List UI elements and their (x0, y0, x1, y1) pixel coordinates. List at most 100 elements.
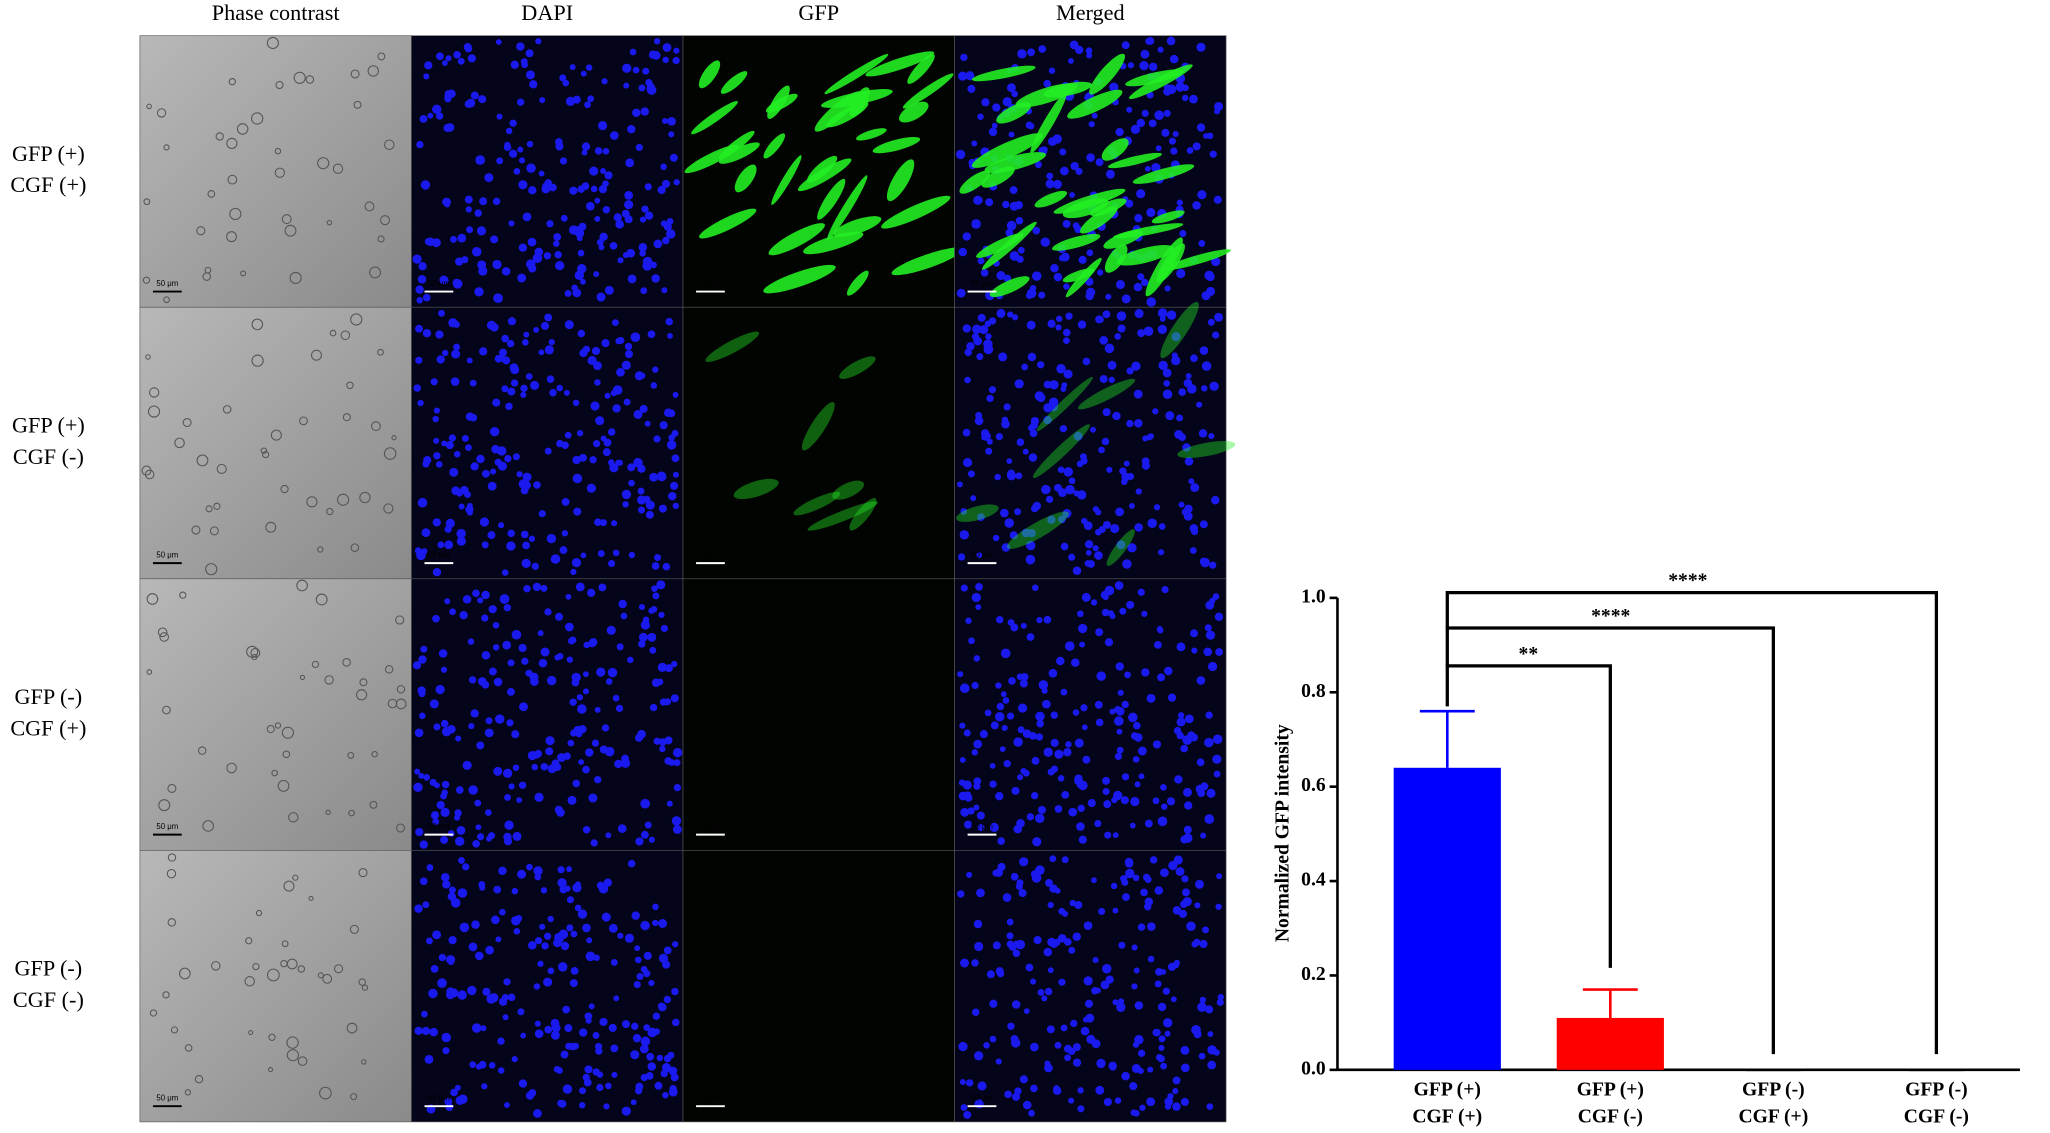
nucleus (637, 495, 647, 505)
nucleus (1009, 186, 1018, 194)
nucleus (534, 1020, 541, 1027)
significance-bracket (1445, 591, 1939, 1055)
nucleus (1120, 796, 1129, 805)
nucleus (624, 215, 633, 224)
nucleus (557, 878, 567, 888)
nucleus (516, 797, 523, 804)
nucleus (577, 329, 586, 338)
nucleus (487, 481, 497, 491)
nucleus (672, 56, 680, 65)
nucleus (441, 1032, 451, 1043)
nucleus (497, 1037, 505, 1045)
nucleus (562, 1084, 573, 1094)
nucleus (964, 794, 973, 802)
nucleus (1152, 797, 1160, 805)
gfp-cell (898, 101, 929, 123)
nucleus (572, 455, 581, 465)
nucleus (1202, 926, 1210, 934)
nucleus (1146, 297, 1157, 307)
nucleus (638, 84, 646, 92)
gfp-cell (817, 178, 846, 220)
nucleus (1157, 1002, 1167, 1012)
nucleus (658, 611, 665, 619)
nucleus (549, 389, 557, 397)
nucleus (1181, 94, 1189, 102)
cell-outline (205, 563, 218, 576)
nucleus (977, 313, 986, 322)
nucleus (1090, 426, 1096, 433)
nucleus (988, 317, 997, 325)
nucleus (971, 959, 979, 967)
cell-outline (213, 502, 221, 510)
nucleus (627, 656, 634, 664)
nucleus (1015, 472, 1023, 480)
nucleus (1104, 638, 1114, 647)
nucleus (1062, 509, 1072, 519)
nucleus (1206, 286, 1216, 296)
nucleus (419, 840, 428, 849)
scale-bar-label: 50 μm (971, 1093, 993, 1102)
nucleus (965, 71, 975, 81)
nucleus (985, 198, 994, 207)
nucleus (1043, 380, 1052, 389)
nucleus (653, 239, 663, 249)
nucleus (555, 142, 564, 151)
nucleus (578, 759, 585, 765)
nucleus (538, 510, 546, 518)
nucleus (1105, 975, 1114, 984)
nucleus (1158, 523, 1166, 530)
nucleus (1158, 1035, 1166, 1043)
nucleus (992, 941, 1001, 950)
cell-outline (346, 381, 354, 390)
nucleus (560, 941, 570, 951)
nucleus (631, 911, 640, 920)
nucleus (415, 285, 424, 294)
cell-outline (322, 973, 333, 984)
nucleus (579, 1087, 587, 1095)
nucleus (668, 491, 677, 501)
cell-outline (350, 313, 363, 326)
nucleus (1179, 230, 1187, 238)
nucleus (499, 348, 507, 357)
nucleus (1025, 963, 1034, 972)
nucleus (1049, 380, 1059, 390)
nucleus (1072, 1058, 1082, 1067)
nucleus (597, 550, 605, 557)
nucleus (576, 235, 583, 242)
nucleus (996, 969, 1005, 978)
nucleus (1040, 237, 1050, 247)
nucleus (424, 237, 432, 245)
nucleus (640, 1036, 651, 1047)
nucleus (432, 818, 440, 826)
nucleus (1086, 287, 1096, 297)
nucleus (484, 728, 494, 738)
nucleus (1062, 219, 1071, 228)
nucleus (604, 171, 613, 180)
gfp-cell (865, 51, 935, 77)
nucleus (1174, 857, 1181, 863)
nucleus (1149, 856, 1158, 864)
nucleus (1094, 819, 1102, 828)
nucleus (1140, 49, 1150, 59)
cell-outline (288, 812, 299, 823)
nucleus (1172, 1102, 1181, 1111)
nucleus (1102, 787, 1110, 796)
cell-outline (296, 579, 308, 592)
nucleus (1053, 272, 1063, 282)
nucleus (495, 936, 502, 943)
cell-outline (251, 112, 264, 125)
nucleus (1033, 935, 1042, 945)
nucleus (415, 356, 423, 364)
nucleus (511, 1056, 518, 1063)
nucleus (487, 531, 496, 540)
nucleus (1167, 693, 1177, 702)
nucleus (1182, 443, 1191, 452)
nucleus (1190, 354, 1198, 363)
nucleus (1083, 921, 1093, 931)
nucleus (975, 583, 983, 591)
nucleus (617, 824, 627, 833)
nucleus (640, 830, 649, 839)
nucleus (663, 995, 672, 1004)
nucleus (561, 441, 569, 449)
nucleus (1216, 873, 1223, 880)
